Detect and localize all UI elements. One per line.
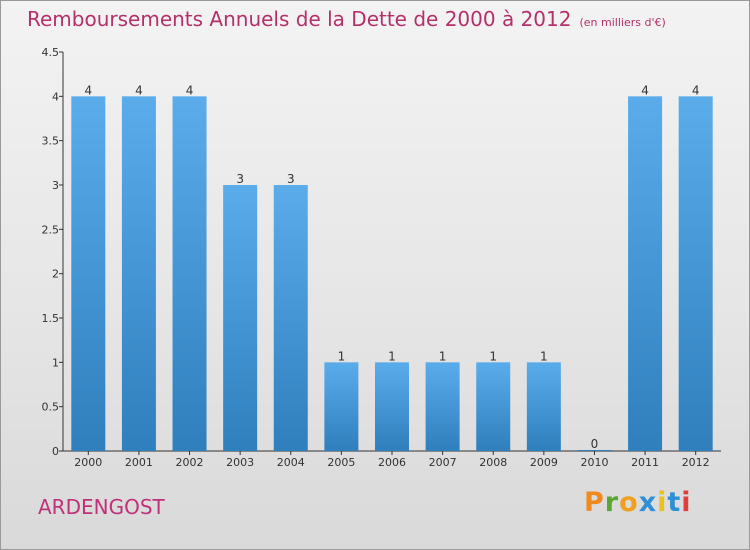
y-tick-label: 4 (52, 90, 59, 103)
proxiti-logo: Proxiti (584, 487, 692, 518)
x-tick-label: 2009 (530, 456, 558, 469)
bar (273, 185, 308, 451)
bar (375, 362, 409, 451)
data-label: 1 (540, 349, 548, 363)
data-label: 4 (84, 83, 92, 97)
data-label: 0 (591, 437, 599, 451)
y-tick-label: 3 (52, 179, 59, 192)
data-label: 1 (439, 349, 447, 363)
y-tick-label: 2.5 (42, 223, 60, 236)
logo-letter: i (681, 487, 692, 518)
x-tick-label: 2011 (631, 456, 659, 469)
x-tick-label: 2000 (74, 456, 102, 469)
bar (425, 362, 460, 451)
logo-letter: i (657, 487, 668, 518)
chart-unit-subtitle: (en milliers d'€) (579, 16, 666, 29)
x-tick-label: 2001 (125, 456, 153, 469)
x-tick-label: 2004 (277, 456, 305, 469)
bar (678, 96, 713, 451)
y-tick-label: 0 (52, 445, 59, 458)
logo-letter: t (667, 487, 682, 518)
bar (526, 362, 561, 451)
logo-letter: r (604, 487, 620, 518)
x-tick-label: 2008 (479, 456, 507, 469)
y-tick-label: 3.5 (42, 135, 60, 148)
data-label: 3 (236, 172, 244, 186)
y-tick-label: 4.5 (42, 46, 60, 59)
y-tick-label: 2 (52, 268, 59, 281)
bar (628, 96, 663, 451)
y-tick-label: 1.5 (42, 312, 60, 325)
x-tick-label: 2012 (682, 456, 710, 469)
bar (71, 96, 106, 451)
x-tick-label: 2007 (429, 456, 457, 469)
town-name: ARDENGOST (38, 495, 165, 519)
data-label: 4 (641, 83, 649, 97)
bar (223, 185, 258, 451)
x-tick-label: 2002 (176, 456, 204, 469)
data-label: 4 (186, 83, 194, 97)
data-label: 4 (692, 83, 700, 97)
bar (172, 96, 207, 451)
logo-letter: o (619, 487, 639, 518)
data-label: 4 (135, 83, 143, 97)
data-label: 1 (338, 349, 346, 363)
x-tick-label: 2010 (580, 456, 608, 469)
y-tick-label: 1 (52, 356, 59, 369)
chart-title-block: Remboursements Annuels de la Dette de 20… (27, 7, 666, 31)
data-label: 1 (388, 349, 396, 363)
logo-letter: P (584, 487, 605, 518)
bar (476, 362, 511, 451)
bar (121, 96, 156, 451)
logo-letter: x (638, 487, 658, 518)
chart-title: Remboursements Annuels de la Dette de 20… (27, 7, 572, 31)
x-tick-label: 2005 (327, 456, 355, 469)
x-tick-label: 2003 (226, 456, 254, 469)
data-label: 3 (287, 172, 295, 186)
data-label: 1 (489, 349, 497, 363)
bar (577, 450, 612, 451)
x-tick-label: 2006 (378, 456, 406, 469)
bar (324, 362, 359, 451)
y-tick-label: 0.5 (42, 401, 60, 414)
